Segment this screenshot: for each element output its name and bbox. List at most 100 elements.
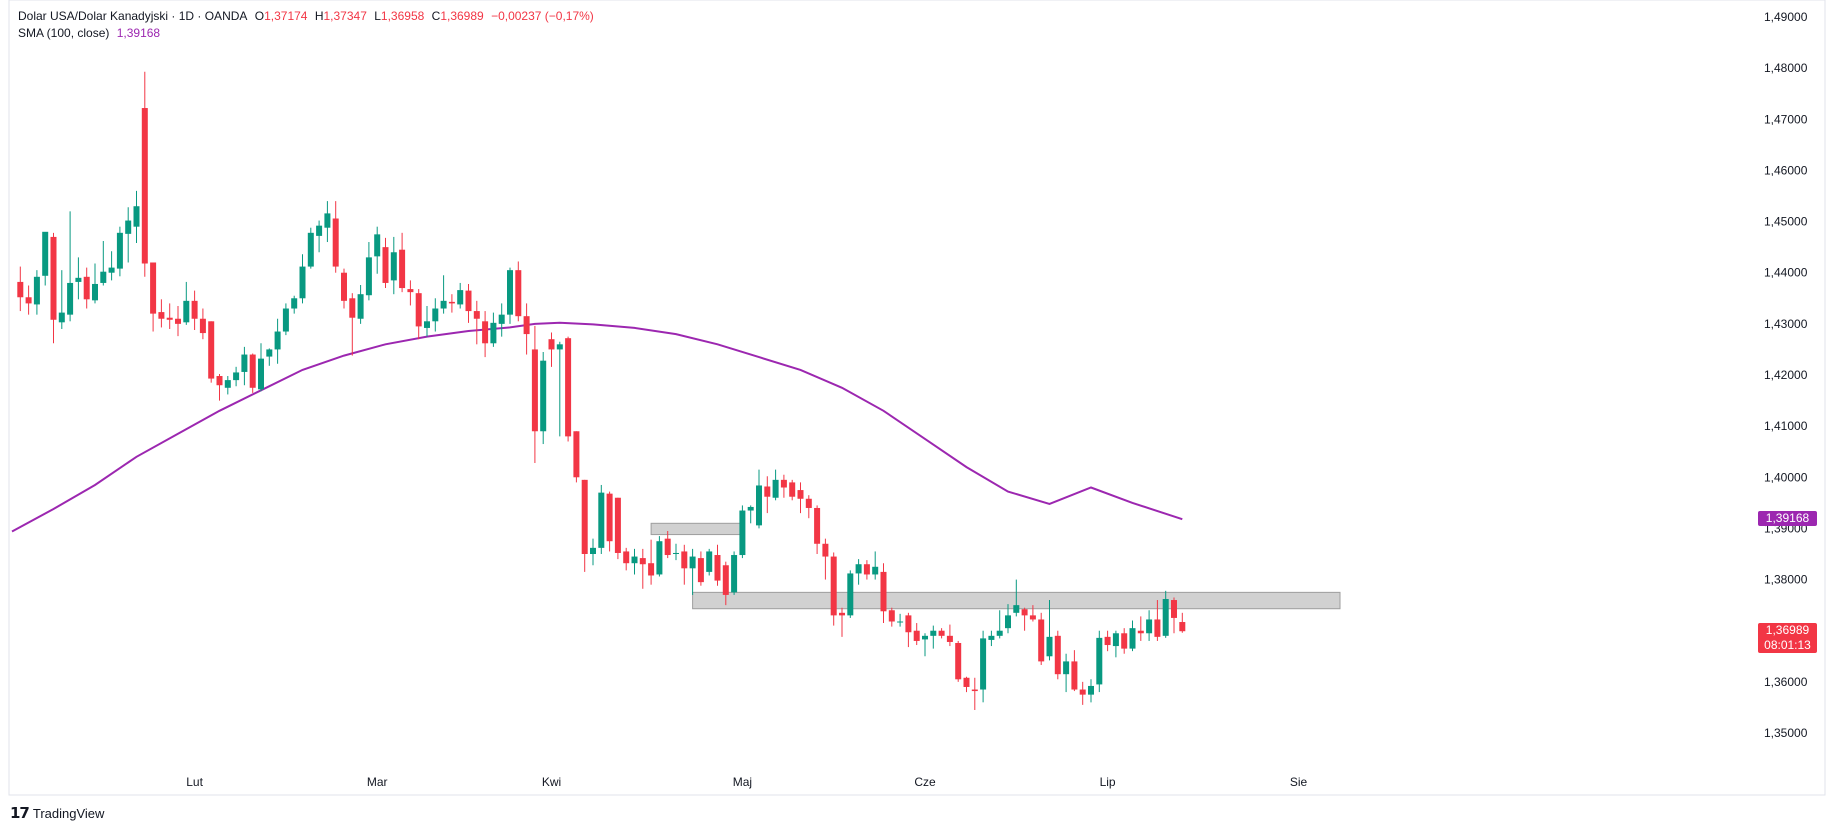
candle[interactable] — [639, 548, 646, 589]
candle[interactable] — [531, 325, 538, 463]
candle[interactable] — [1079, 681, 1086, 705]
candle[interactable] — [839, 607, 845, 637]
candle[interactable] — [996, 610, 1003, 639]
candle[interactable] — [125, 207, 132, 263]
candle[interactable] — [50, 232, 57, 344]
candle[interactable] — [1154, 600, 1161, 641]
candle[interactable] — [556, 341, 563, 437]
candle[interactable] — [1129, 620, 1136, 652]
candle[interactable] — [291, 295, 298, 314]
candle[interactable] — [523, 303, 530, 355]
candle[interactable] — [498, 303, 505, 337]
candle[interactable] — [382, 237, 389, 289]
candle[interactable] — [897, 613, 904, 627]
candle[interactable] — [141, 71, 148, 277]
candle[interactable] — [614, 497, 621, 560]
candle[interactable] — [25, 285, 32, 315]
candle[interactable] — [158, 299, 165, 328]
candle[interactable] — [465, 283, 472, 323]
candle[interactable] — [789, 479, 796, 501]
candle[interactable] — [1162, 590, 1169, 638]
candle[interactable] — [797, 482, 804, 514]
candle[interactable] — [299, 254, 306, 304]
candle[interactable] — [756, 469, 762, 529]
candle[interactable] — [664, 530, 671, 559]
candle[interactable] — [714, 544, 721, 586]
candle[interactable] — [971, 677, 978, 710]
candle[interactable] — [108, 251, 115, 281]
candle[interactable] — [58, 270, 65, 329]
candle[interactable] — [241, 346, 248, 386]
candle[interactable] — [1146, 610, 1153, 641]
candle[interactable] — [946, 624, 953, 647]
sma-label[interactable]: SMA (100, close) — [18, 26, 110, 40]
candle[interactable] — [1029, 605, 1036, 622]
candle[interactable] — [888, 607, 895, 627]
candle[interactable] — [1046, 600, 1053, 661]
candle[interactable] — [1005, 604, 1011, 634]
candle[interactable] — [332, 201, 339, 273]
candle[interactable] — [1104, 630, 1111, 652]
candle[interactable] — [955, 640, 962, 682]
candle[interactable] — [92, 263, 98, 304]
candle[interactable] — [42, 231, 49, 286]
candle[interactable] — [274, 318, 281, 364]
candle[interactable] — [880, 563, 887, 624]
candle[interactable] — [631, 548, 638, 575]
candle[interactable] — [374, 226, 381, 274]
candle[interactable] — [233, 366, 240, 387]
candle[interactable] — [17, 266, 24, 312]
candle[interactable] — [490, 312, 497, 347]
symbol-title[interactable]: Dolar USA/Dolar Kanadyjski · 1D · OANDA — [18, 9, 248, 23]
candle[interactable] — [1038, 612, 1045, 665]
candle[interactable] — [183, 281, 190, 325]
candle[interactable] — [424, 305, 430, 337]
candle[interactable] — [822, 538, 829, 580]
candle[interactable] — [432, 298, 439, 332]
candle[interactable] — [913, 623, 920, 646]
candle[interactable] — [739, 505, 746, 559]
candle[interactable] — [258, 343, 264, 392]
candle[interactable] — [930, 625, 937, 649]
candle[interactable] — [75, 257, 82, 300]
candle[interactable] — [1013, 579, 1020, 617]
candle[interactable] — [872, 551, 879, 580]
candle[interactable] — [33, 270, 40, 315]
candle[interactable] — [1112, 630, 1119, 658]
candle[interactable] — [706, 548, 713, 576]
candle[interactable] — [199, 308, 206, 340]
candle[interactable] — [689, 548, 696, 595]
candle[interactable] — [1088, 679, 1094, 703]
candle[interactable] — [133, 190, 140, 244]
candle[interactable] — [457, 282, 464, 309]
candle[interactable] — [1121, 628, 1128, 654]
candle[interactable] — [515, 261, 522, 322]
candle[interactable] — [150, 262, 157, 332]
candle[interactable] — [415, 289, 422, 340]
candle[interactable] — [390, 236, 397, 295]
candle[interactable] — [216, 373, 223, 401]
candle[interactable] — [1096, 630, 1103, 693]
candle[interactable] — [266, 348, 273, 366]
candle[interactable] — [540, 351, 547, 445]
candle[interactable] — [565, 336, 572, 442]
candle[interactable] — [67, 211, 74, 322]
candle[interactable] — [722, 561, 729, 606]
candle[interactable] — [830, 552, 837, 626]
candle[interactable] — [847, 570, 854, 618]
candle[interactable] — [1021, 607, 1028, 631]
time-axis[interactable]: Lut Mar Kwi Maj Cze Lip Sie — [186, 775, 1307, 789]
candle[interactable] — [316, 220, 323, 253]
candle[interactable] — [938, 628, 945, 639]
tradingview-brand[interactable]: 𝟭𝟳 TradingView — [10, 804, 104, 822]
candle[interactable] — [357, 284, 364, 324]
candle[interactable] — [814, 505, 821, 554]
candle[interactable] — [1179, 612, 1186, 633]
candle[interactable] — [573, 431, 580, 483]
candle[interactable] — [1137, 616, 1144, 641]
candle[interactable] — [922, 633, 928, 657]
candle[interactable] — [116, 226, 123, 277]
candle[interactable] — [399, 232, 406, 293]
candle[interactable] — [805, 495, 812, 519]
